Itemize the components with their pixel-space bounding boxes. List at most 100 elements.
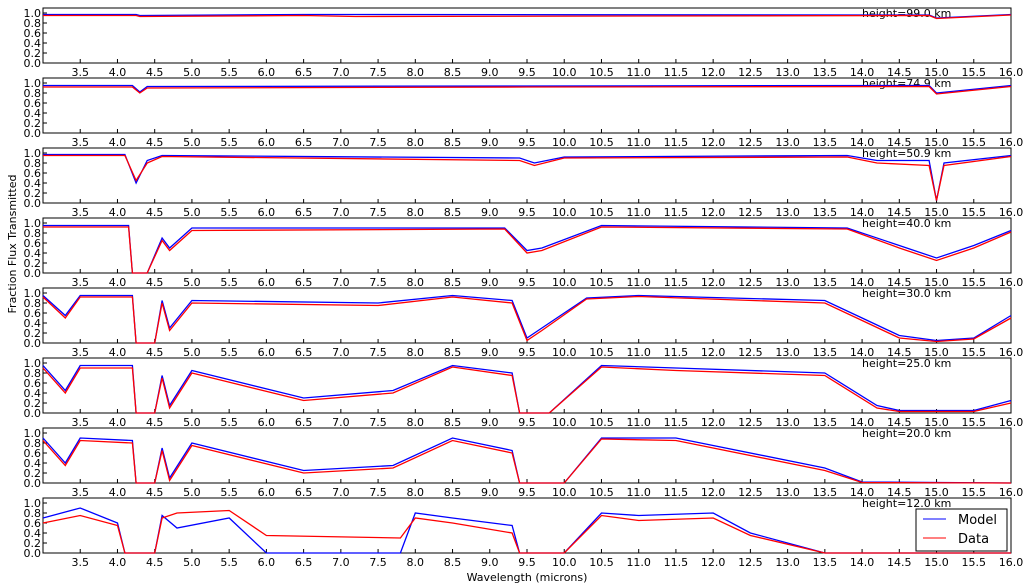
x-tick-label: 15.5: [962, 556, 987, 569]
x-tick-label: 12.5: [738, 136, 763, 149]
x-tick-label: 7.0: [332, 66, 350, 79]
x-tick-label: 16.0: [999, 136, 1024, 149]
x-tick-label: 5.0: [183, 136, 201, 149]
x-axis-label: Wavelength (microns): [467, 571, 588, 584]
x-tick-label: 6.0: [258, 276, 276, 289]
panel-frame: [42, 7, 1012, 64]
y-tick-label: 1.0: [24, 147, 42, 160]
x-tick-label: 4.5: [146, 346, 164, 359]
y-tick-label: 0.8: [24, 507, 42, 520]
y-tick-label: 0.2: [24, 117, 42, 130]
x-tick-label: 14.0: [850, 276, 875, 289]
x-tick-label: 5.0: [183, 486, 201, 499]
y-tick-label: 1.0: [24, 357, 42, 370]
x-tick-label: 3.5: [71, 276, 89, 289]
x-tick-label: 5.0: [183, 66, 201, 79]
y-tick-label: 0.0: [24, 407, 42, 420]
x-tick-label: 12.0: [701, 66, 726, 79]
x-tick-label: 10.0: [552, 206, 577, 219]
y-tick-label: 1.0: [24, 427, 42, 440]
series-line-data: [42, 295, 1012, 344]
x-tick-label: 14.5: [887, 556, 912, 569]
x-tick-label: 6.5: [295, 66, 313, 79]
x-tick-label: 4.5: [146, 66, 164, 79]
x-tick-label: 10.0: [552, 346, 577, 359]
x-tick-label: 3.5: [71, 206, 89, 219]
x-tick-label: 12.5: [738, 66, 763, 79]
x-tick-label: 11.0: [626, 346, 651, 359]
x-tick-label: 5.5: [220, 136, 238, 149]
x-tick-label: 5.5: [220, 556, 238, 569]
x-tick-label: 6.5: [295, 556, 313, 569]
panel-frame: [42, 287, 1012, 344]
y-tick-label: 0.6: [24, 27, 42, 40]
x-tick-label: 7.0: [332, 346, 350, 359]
x-tick-label: 8.0: [407, 66, 425, 79]
y-tick-label: 0.0: [24, 197, 42, 210]
x-tick-label: 9.0: [481, 416, 499, 429]
x-tick-label: 9.5: [518, 136, 536, 149]
x-tick-label: 10.5: [589, 206, 614, 219]
y-tick-label: 0.0: [24, 477, 42, 490]
y-tick-label: 0.4: [24, 107, 42, 120]
x-tick-label: 7.5: [369, 206, 387, 219]
x-tick-label: 10.0: [552, 416, 577, 429]
legend: Model Data: [915, 508, 1008, 552]
x-tick-label: 9.0: [481, 556, 499, 569]
y-tick-label: 0.4: [24, 317, 42, 330]
x-tick-label: 13.0: [775, 486, 800, 499]
x-tick-label: 4.0: [109, 486, 127, 499]
series-line-data: [43, 14, 1012, 20]
x-tick-label: 11.5: [664, 416, 689, 429]
series-line-data: [42, 509, 1011, 554]
series-line-data: [43, 85, 1012, 95]
panel-title: height=99.0 km: [862, 7, 951, 20]
x-tick-label: 4.5: [146, 486, 164, 499]
x-tick-label: 10.5: [589, 416, 614, 429]
x-tick-label: 13.0: [775, 346, 800, 359]
x-tick-label: 11.0: [626, 556, 651, 569]
panel-title: height=40.0 km: [862, 217, 951, 230]
panel-frame: [42, 427, 1012, 484]
x-tick-label: 14.5: [887, 346, 912, 359]
x-tick-label: 12.0: [701, 136, 726, 149]
x-tick-label: 4.0: [109, 276, 127, 289]
x-tick-label: 6.0: [258, 206, 276, 219]
x-tick-label: 13.0: [775, 556, 800, 569]
y-tick-label: 1.0: [24, 497, 42, 510]
x-tick-label: 3.5: [71, 486, 89, 499]
x-tick-label: 11.5: [664, 556, 689, 569]
x-tick-label: 9.5: [518, 206, 536, 219]
panel-0: 0.00.20.40.60.81.0 3.5 4.0 4.5 5.0 5.5 6.0 6.5 7…: [24, 7, 1024, 79]
legend-data-label: Data: [958, 532, 989, 547]
y-tick-label: 0.0: [24, 57, 42, 70]
x-tick-label: 8.5: [444, 276, 462, 289]
x-tick-label: 12.0: [701, 556, 726, 569]
panel-frame: [42, 357, 1012, 414]
x-tick-label: 14.0: [850, 556, 875, 569]
series-line-data: [43, 154, 1012, 201]
x-tick-label: 14.0: [850, 486, 875, 499]
x-tick-label: 11.0: [626, 276, 651, 289]
x-tick-label: 4.5: [146, 206, 164, 219]
y-axis-label: Fraction Flux Transmitted: [6, 175, 19, 314]
x-tick-label: 7.0: [332, 486, 350, 499]
x-tick-label: 9.5: [518, 556, 536, 569]
x-tick-label: 10.5: [589, 66, 614, 79]
y-tick-label: 0.0: [24, 267, 42, 280]
y-tick-label: 0.8: [24, 87, 42, 100]
x-tick-label: 11.5: [664, 486, 689, 499]
y-tick-label: 0.8: [24, 17, 42, 30]
y-tick-label: 1.0: [24, 217, 42, 230]
x-tick-label: 12.0: [701, 206, 726, 219]
x-tick-label: 15.0: [924, 556, 949, 569]
x-tick-label: 4.0: [109, 346, 127, 359]
x-tick-label: 5.0: [183, 276, 201, 289]
x-tick-label: 3.5: [71, 136, 89, 149]
x-tick-label: 15.5: [962, 276, 987, 289]
y-tick-label: 1.0: [24, 77, 42, 90]
x-tick-label: 7.5: [369, 346, 387, 359]
y-tick-label: 0.8: [24, 367, 42, 380]
y-tick-label: 1.0: [24, 7, 42, 20]
x-tick-label: 9.0: [481, 206, 499, 219]
